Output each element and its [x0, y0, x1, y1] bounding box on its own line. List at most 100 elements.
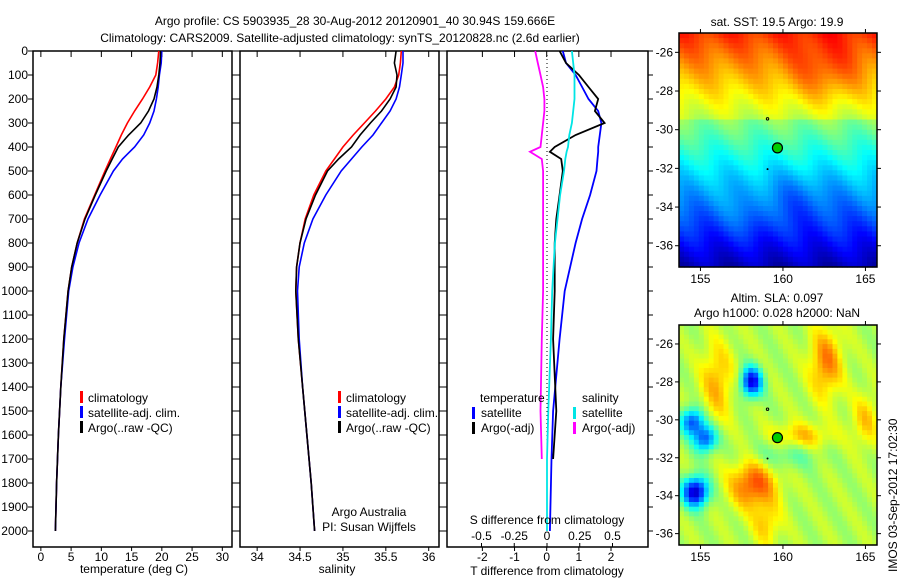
map-cell	[812, 463, 819, 470]
map-cell	[679, 33, 685, 39]
map-cell	[867, 33, 873, 39]
map-cell	[753, 139, 759, 146]
map-cell	[807, 535, 814, 541]
map-cell	[778, 114, 784, 121]
map-cell	[758, 358, 764, 364]
map-cell	[847, 195, 853, 202]
map-cell	[758, 329, 764, 336]
map-cell	[679, 139, 685, 146]
map-cell	[812, 195, 819, 202]
map-cell	[852, 540, 858, 546]
map-cell	[763, 226, 769, 232]
map-cell	[837, 535, 843, 541]
map-cell	[792, 449, 799, 455]
map-cell	[802, 482, 809, 489]
map-cell	[822, 94, 828, 100]
map-cell	[773, 387, 779, 393]
map-cell	[867, 353, 873, 360]
map-cell	[703, 139, 710, 146]
map-cell	[872, 78, 878, 85]
map-cell	[787, 104, 794, 110]
map-cell	[753, 241, 759, 248]
map-cell	[872, 94, 878, 100]
map-cell	[807, 73, 814, 80]
map-cell	[862, 444, 868, 450]
map-cell	[728, 58, 734, 65]
map-cell	[698, 104, 705, 110]
map-cell	[783, 160, 789, 166]
map-cell	[787, 251, 794, 258]
map-cell	[827, 200, 833, 207]
map-cell	[763, 521, 769, 527]
map-cell	[778, 195, 784, 202]
map-cell	[743, 425, 749, 431]
map-cell	[852, 530, 858, 537]
map-cell	[693, 444, 700, 450]
map-cell	[837, 104, 843, 110]
map-cell	[738, 334, 744, 340]
map-cell	[773, 236, 779, 243]
annotation-pi: PI: Susan Wijffels	[322, 520, 416, 534]
title-line2: Climatology: CARS2009. Satellite-adjuste…	[100, 31, 580, 45]
map-cell	[684, 325, 690, 331]
map-cell	[857, 211, 863, 217]
map-cell	[857, 387, 863, 393]
map-cell	[847, 415, 853, 422]
map-cell	[738, 124, 744, 131]
map-cell	[713, 216, 720, 222]
map-cell	[842, 104, 848, 110]
map-cell	[792, 430, 799, 436]
map-cell	[832, 180, 838, 187]
map-cell	[832, 150, 838, 156]
map-cell	[728, 444, 734, 450]
map-cell	[748, 473, 754, 479]
map-cell	[708, 33, 715, 39]
map-cell	[857, 420, 863, 427]
map-cell	[797, 530, 804, 537]
map-cell	[832, 344, 838, 350]
map-cell	[733, 94, 739, 100]
map-cell	[743, 63, 749, 70]
map-cell	[773, 114, 779, 121]
map-cell	[842, 246, 848, 253]
map-cell	[827, 119, 833, 126]
map-cell	[783, 396, 789, 403]
map-cell	[837, 144, 843, 151]
map-cell	[792, 348, 799, 355]
map-cell	[688, 401, 695, 407]
map-cell	[738, 33, 744, 39]
map-cell	[748, 109, 754, 115]
map-cell	[743, 329, 749, 336]
map-cell	[768, 226, 774, 232]
map-cell	[867, 516, 873, 522]
map-cell	[698, 382, 705, 388]
map-cell	[758, 226, 764, 232]
map-cell	[862, 516, 868, 522]
map-cell	[852, 124, 858, 131]
map-cell	[773, 175, 779, 182]
map-cell	[867, 449, 873, 455]
map-cell	[743, 401, 749, 407]
map-cell	[812, 139, 819, 146]
map-cell	[758, 492, 764, 498]
map-cell	[753, 144, 759, 151]
map-cell	[713, 256, 720, 263]
map-cell	[718, 200, 725, 207]
map-cell	[743, 492, 749, 498]
map-cell	[708, 38, 715, 44]
map-cell	[743, 382, 749, 388]
map-cell	[827, 468, 833, 474]
map-cell	[758, 180, 764, 187]
map-cell	[872, 511, 878, 517]
map-cell	[768, 48, 774, 54]
map-cell	[867, 420, 873, 427]
map-cell	[812, 206, 819, 212]
map-cell	[797, 377, 804, 383]
map-cell	[792, 497, 799, 503]
map-cell	[723, 226, 729, 232]
map-cell	[773, 170, 779, 176]
map-cell	[842, 48, 848, 54]
y-tick-label: -28	[656, 84, 674, 98]
map-cell	[684, 463, 690, 470]
map-cell	[738, 348, 744, 355]
